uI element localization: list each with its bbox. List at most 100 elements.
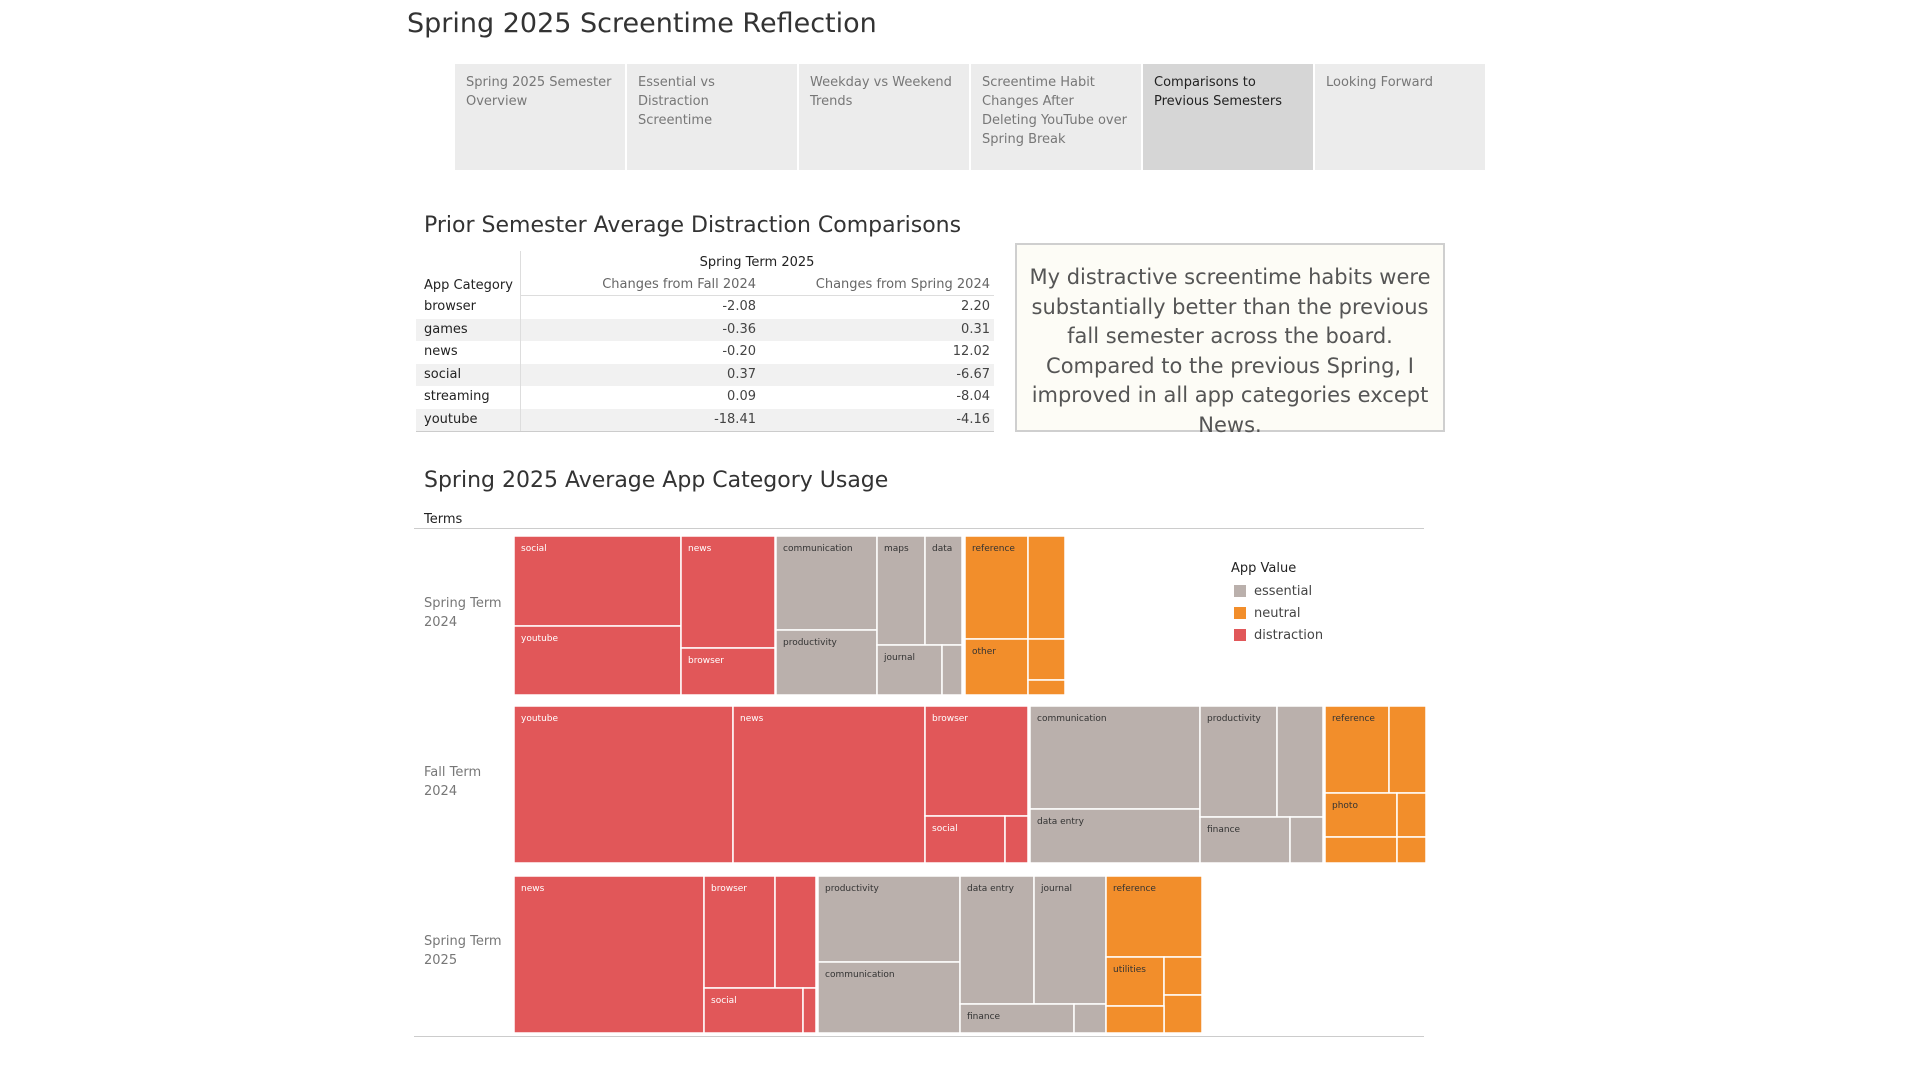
tab-essential-vs-distraction[interactable]: Essential vs Distraction Screentime [627,64,797,170]
treemap-cell[interactable] [1073,1003,1107,1034]
term-label: Spring Term 2025 [424,934,502,968]
treemap-cell-label: productivity [783,638,837,648]
treemap-cell[interactable] [1163,994,1203,1034]
treemap-cell-label: communication [783,544,853,554]
comparison-title: Prior Semester Average Distraction Compa… [424,213,962,238]
treemap-cell-label: productivity [825,884,879,894]
treemap-cell-label: journal [883,653,915,663]
change-from-spring: 2.20 [961,299,990,314]
legend-item-distraction[interactable]: distraction [1231,624,1323,646]
treemap-cell[interactable] [1027,535,1066,640]
treemap-cell[interactable] [1276,705,1324,818]
treemap-cell-label: data entry [1037,817,1085,827]
tab-habit-changes-youtube[interactable]: Screentime Habit Changes After Deleting … [971,64,1141,170]
terms-header: Terms [424,512,463,527]
treemap-cell[interactable] [1324,705,1390,794]
change-from-spring: 12.02 [952,344,990,359]
treemap-cell[interactable] [774,875,817,989]
treemap-top-rule [414,528,1424,529]
treemap-cell[interactable] [513,705,734,864]
legend-swatch [1234,585,1246,597]
change-from-fall: -2.08 [722,299,756,314]
treemap-cell[interactable] [680,647,776,696]
tab-looking-forward[interactable]: Looking Forward [1315,64,1485,170]
treemap-cell[interactable] [876,535,926,646]
tab-weekday-vs-weekend[interactable]: Weekday vs Weekend Trends [799,64,969,170]
header-rule [520,295,994,296]
treemap-cell-label: maps [884,544,909,554]
treemap-cell-label: social [521,544,547,554]
treemap-cell[interactable] [1105,1005,1165,1034]
treemap-cell[interactable] [703,987,804,1034]
treemap-cell[interactable] [513,875,705,1034]
page-title: Spring 2025 Screentime Reflection [407,8,877,39]
treemap-cell-label: browser [711,884,747,894]
treemap-cell[interactable] [1199,816,1291,864]
treemap-cell[interactable] [959,875,1035,1005]
treemap-cell[interactable] [1033,875,1107,1005]
treemap-cell[interactable] [924,535,963,646]
treemap-cell-label: finance [967,1012,1001,1022]
treemap-cell[interactable] [1396,836,1427,864]
legend-swatch [1234,629,1246,641]
treemap-cell[interactable] [876,644,943,696]
change-from-spring: -4.16 [956,411,990,427]
row-category: browser [424,299,477,314]
legend-swatch [1234,607,1246,619]
treemap-bottom-rule [414,1036,1424,1037]
change-from-fall: -0.20 [722,344,756,359]
treemap-cell[interactable] [924,705,1029,817]
table-divider [520,251,521,431]
treemap-cell[interactable] [941,644,963,696]
legend: App Value essential neutral distraction [1231,561,1323,646]
treemap-cell[interactable] [1163,956,1203,996]
treemap-cell-label: youtube [521,634,558,644]
treemap-cell-label: journal [1040,884,1072,894]
treemap-cell[interactable] [513,625,682,696]
treemap-cell-label: productivity [1207,714,1261,724]
treemap-cell[interactable] [1029,808,1201,864]
row-category: social [424,366,462,382]
treemap-cell-label: data entry [967,884,1015,894]
treemap-cell-label: browser [688,656,724,666]
treemap-cell[interactable] [1289,816,1324,864]
table-row: youtube -18.41 -4.16 [416,408,994,431]
row-category: games [424,321,468,337]
treemap-cell[interactable] [1388,705,1427,794]
treemap-cell[interactable] [1004,815,1029,864]
row-category: streaming [424,389,490,404]
legend-item-neutral[interactable]: neutral [1231,602,1323,624]
treemap-cell-label: data [932,544,952,554]
legend-item-essential[interactable]: essential [1231,580,1323,602]
story-tabs: Spring 2025 Semester Overview Essential … [455,64,1487,170]
treemap-cell[interactable] [802,987,817,1034]
tab-semester-overview[interactable]: Spring 2025 Semester Overview [455,64,625,170]
treemap-cell[interactable] [732,705,926,864]
column-header-spring: Changes from Spring 2024 [815,277,990,292]
treemap-cell[interactable] [1324,836,1398,864]
legend-label: distraction [1254,627,1324,643]
treemap-cell-label: news [688,544,712,554]
treemap-cell-label: reference [1332,714,1375,724]
treemap-cell[interactable] [1027,638,1066,681]
row-category: youtube [424,411,478,427]
treemap-cell-label: other [972,647,996,657]
column-header-fall: Changes from Fall 2024 [602,277,756,292]
treemap-cell-label: finance [1207,825,1241,835]
change-from-spring: -8.04 [956,389,990,404]
treemap-cell[interactable] [775,629,878,696]
treemap-cell-label: news [740,714,764,724]
treemap-cell[interactable] [1324,792,1398,838]
treemap-cell[interactable] [964,638,1029,696]
treemap-cell[interactable] [1105,875,1203,958]
treemap-cell[interactable] [513,535,682,627]
change-from-spring: 0.31 [961,321,990,337]
treemap-cell[interactable] [817,875,961,963]
table-row: browser -2.08 2.20 [416,296,994,319]
treemap-cell[interactable] [1027,679,1066,696]
legend-title: App Value [1231,561,1297,576]
treemap-cell[interactable] [1396,792,1427,838]
tab-previous-semesters[interactable]: Comparisons to Previous Semesters [1143,64,1313,170]
treemap-cell-label: social [711,996,737,1006]
